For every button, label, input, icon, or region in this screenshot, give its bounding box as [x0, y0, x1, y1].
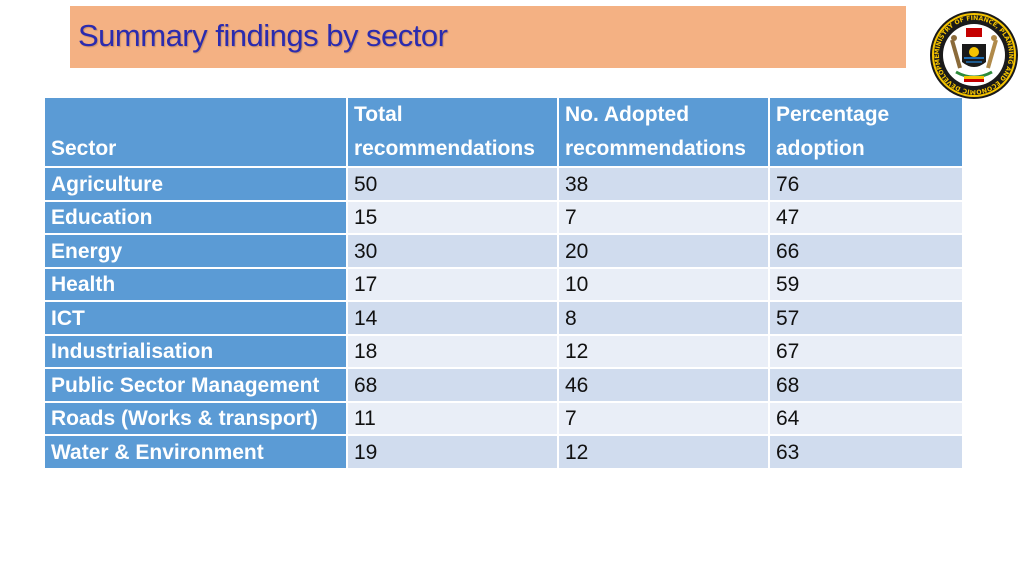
- adopted-cell: 20: [559, 235, 770, 269]
- percentage-cell: 64: [770, 402, 964, 436]
- sector-cell: Water & Environment: [45, 436, 348, 470]
- total-cell: 18: [348, 335, 559, 369]
- table-row: Roads (Works & transport) 11 7 64: [45, 402, 964, 436]
- table-row: Agriculture 50 38 76: [45, 168, 964, 202]
- total-cell: 14: [348, 302, 559, 336]
- header-sector: Sector: [45, 98, 348, 168]
- sector-findings-table: Sector Total recommendations No. Adopted r…: [45, 98, 964, 470]
- sector-cell: Industrialisation: [45, 335, 348, 369]
- percentage-cell: 76: [770, 168, 964, 202]
- sector-cell: Agriculture: [45, 168, 348, 202]
- adopted-cell: 12: [559, 436, 770, 470]
- total-cell: 50: [348, 168, 559, 202]
- table-row: Education 15 7 47: [45, 201, 964, 235]
- sector-cell: Public Sector Management: [45, 369, 348, 403]
- adopted-cell: 8: [559, 302, 770, 336]
- sector-cell: ICT: [45, 302, 348, 336]
- percentage-cell: 67: [770, 335, 964, 369]
- table-row: ICT 14 8 57: [45, 302, 964, 336]
- header-total-recommendations: Total recommendations: [348, 98, 559, 168]
- adopted-cell: 7: [559, 201, 770, 235]
- table-row: Public Sector Management 68 46 68: [45, 369, 964, 403]
- table-row: Industrialisation 18 12 67: [45, 335, 964, 369]
- sector-cell: Education: [45, 201, 348, 235]
- total-cell: 30: [348, 235, 559, 269]
- slide-title: Summary findings by sector: [78, 18, 448, 53]
- adopted-cell: 12: [559, 335, 770, 369]
- percentage-cell: 59: [770, 268, 964, 302]
- adopted-cell: 38: [559, 168, 770, 202]
- percentage-cell: 66: [770, 235, 964, 269]
- percentage-cell: 57: [770, 302, 964, 336]
- sector-cell: Health: [45, 268, 348, 302]
- total-cell: 19: [348, 436, 559, 470]
- percentage-cell: 63: [770, 436, 964, 470]
- table-row: Health 17 10 59: [45, 268, 964, 302]
- coat-of-arms-emblem-icon: MINISTRY OF FINANCE, PLANNING AND ECONOM…: [928, 10, 1018, 99]
- total-cell: 68: [348, 369, 559, 403]
- adopted-cell: 10: [559, 268, 770, 302]
- table-row: Water & Environment 19 12 63: [45, 436, 964, 470]
- sector-cell: Roads (Works & transport): [45, 402, 348, 436]
- sector-cell: Energy: [45, 235, 348, 269]
- table-row: Energy 30 20 66: [45, 235, 964, 269]
- total-cell: 11: [348, 402, 559, 436]
- total-cell: 15: [348, 201, 559, 235]
- total-cell: 17: [348, 268, 559, 302]
- header-adopted-recommendations: No. Adopted recommendations: [559, 98, 770, 168]
- title-banner: Summary findings by sector: [70, 6, 906, 68]
- table-header-row: Sector Total recommendations No. Adopted r…: [45, 98, 964, 168]
- adopted-cell: 46: [559, 369, 770, 403]
- percentage-cell: 47: [770, 201, 964, 235]
- header-percentage-adoption: Percentage adoption: [770, 98, 964, 168]
- adopted-cell: 7: [559, 402, 770, 436]
- percentage-cell: 68: [770, 369, 964, 403]
